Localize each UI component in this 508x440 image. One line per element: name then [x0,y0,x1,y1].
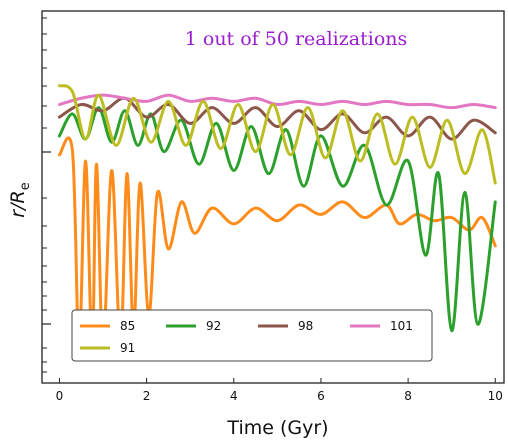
x-axis-label: Time (Gyr) [226,417,328,439]
legend-box [71,309,433,362]
plot-frame [41,10,505,384]
legend-label-98: 98 [298,319,313,333]
legend: 85 92 98 101 91 [71,309,433,362]
x-ticks: 0 2 4 6 8 10 [56,378,503,403]
y-axis-label-main: r/R [7,190,29,217]
y-axis-label: r/Re [7,182,33,217]
legend-label-101: 101 [390,319,413,333]
y-ticks [42,17,51,373]
legend-label-92: 92 [206,319,221,333]
annotation: 1 out of 50 realizations [185,28,408,50]
x-tick-label: 2 [143,389,151,403]
x-tick-label: 0 [56,389,64,403]
series-line-92 [57,106,497,333]
x-tick-label: 10 [488,389,503,403]
y-axis-label-sub: e [18,182,33,190]
series-line-101 [57,93,497,110]
legend-label-85: 85 [120,319,135,333]
series-line-91 [57,84,497,185]
x-tick-label: 4 [230,389,238,403]
x-tick-label: 8 [404,389,412,403]
legend-label-91: 91 [120,341,135,355]
x-tick-label: 6 [317,389,325,403]
